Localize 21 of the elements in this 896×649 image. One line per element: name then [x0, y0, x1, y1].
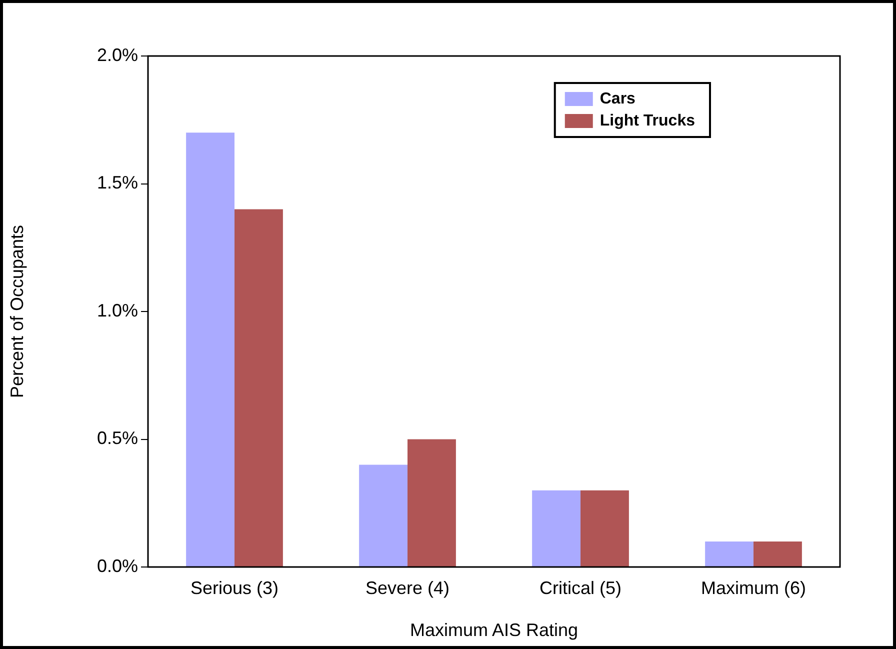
- y-tick-label: 0.0%: [96, 556, 138, 576]
- y-tick-label: 2.0%: [96, 44, 138, 65]
- y-tick-label: 0.5%: [96, 428, 138, 448]
- y-tick-label: 1.0%: [96, 300, 138, 320]
- bar: [705, 541, 754, 566]
- x-tick-label: Serious (3): [190, 578, 279, 598]
- bar: [359, 464, 408, 566]
- bar: [532, 490, 580, 566]
- bar: [754, 541, 802, 566]
- x-tick-label: Severe (4): [365, 578, 450, 598]
- x-tick-label: Critical (5): [539, 578, 622, 598]
- bar: [580, 490, 629, 566]
- bar: [408, 439, 456, 566]
- y-axis-title: Percent of Occupants: [6, 224, 27, 398]
- y-tick-label: 1.5%: [96, 172, 138, 193]
- legend-label: Cars: [600, 90, 636, 108]
- x-axis-title: Maximum AIS Rating: [410, 620, 578, 640]
- x-tick-label: Maximum (6): [700, 578, 806, 598]
- legend-label: Light Trucks: [600, 112, 696, 130]
- bar: [234, 209, 283, 566]
- bar: [186, 132, 234, 566]
